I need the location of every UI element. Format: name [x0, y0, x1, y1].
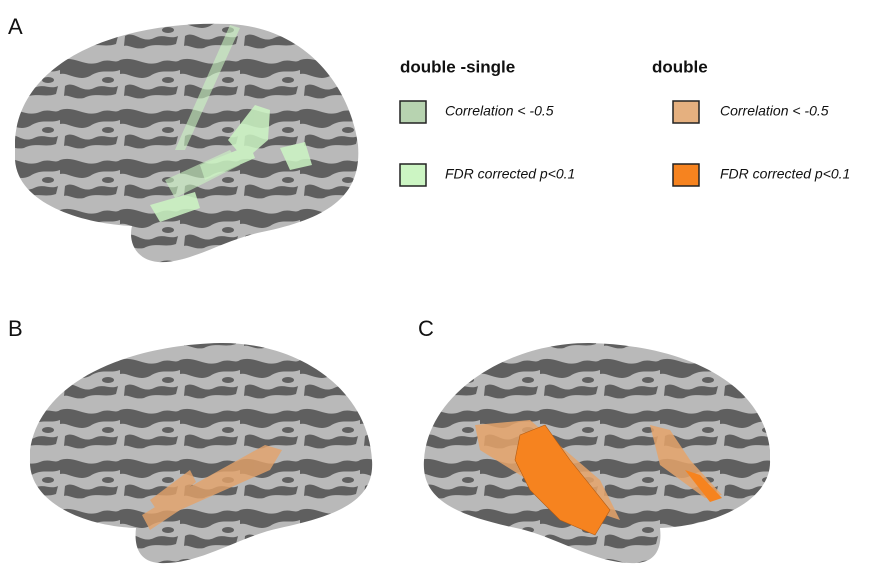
- legend-label: Correlation < -0.5: [445, 103, 554, 119]
- legend-label: Correlation < -0.5: [720, 103, 829, 119]
- legend-swatch: [400, 101, 426, 123]
- legend-swatch: [400, 164, 426, 186]
- legend: double -single Correlation < -0.5 FDR corr…: [400, 57, 850, 186]
- legend-swatch: [673, 101, 699, 123]
- figure: A B C double -single Correlation < -0.5 FD…: [0, 0, 881, 576]
- legend-swatch: [673, 164, 699, 186]
- legend-title: double: [652, 57, 708, 76]
- brain-a: [0, 0, 881, 300]
- panel-label: A: [8, 14, 23, 39]
- legend-label: FDR corrected p<0.1: [445, 166, 575, 182]
- panel-label: C: [418, 316, 434, 341]
- legend-title: double -single: [400, 57, 515, 76]
- panel-label: B: [8, 316, 23, 341]
- legend-label: FDR corrected p<0.1: [720, 166, 850, 182]
